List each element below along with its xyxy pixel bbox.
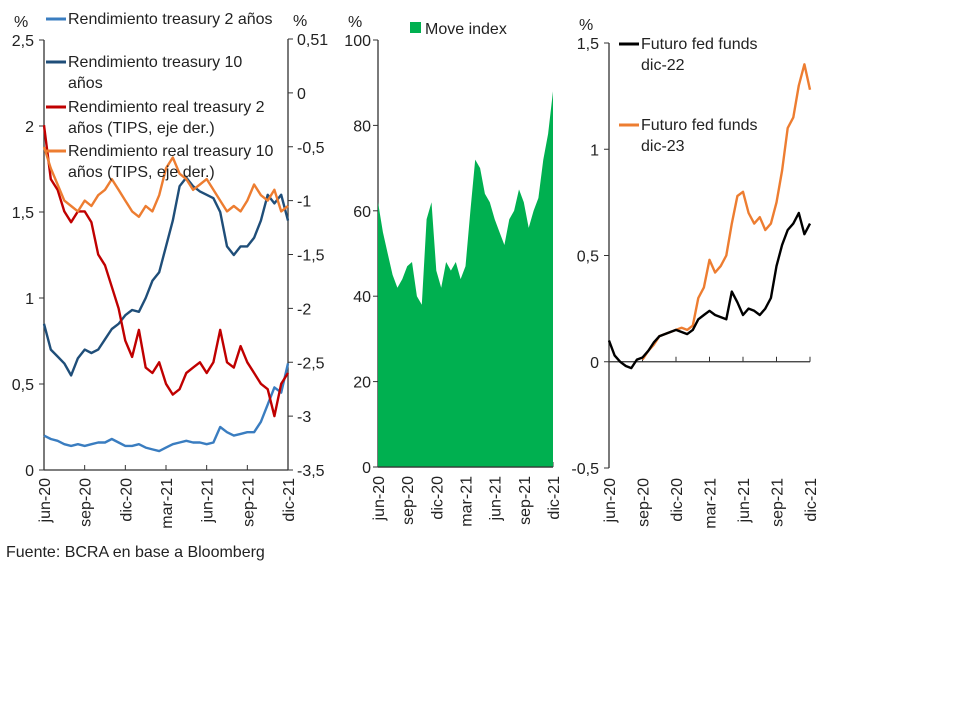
legend-swatch (410, 22, 421, 33)
x-tick-label: mar-21 (459, 476, 476, 527)
x-tick-label: dic-21 (546, 476, 563, 520)
legend-label: Rendimiento real treasury 2 años (TIPS, e… (68, 99, 265, 137)
x-tick-label: mar-21 (703, 478, 720, 529)
y-unit-label-left: % (348, 14, 362, 31)
x-tick-label: dic-20 (118, 478, 135, 522)
x-tick-label: sep-21 (240, 478, 257, 527)
y-tick-label: 2,5 (12, 33, 34, 50)
x-tick-label: sep-21 (770, 478, 787, 527)
y-tick-label: -1 (297, 194, 311, 211)
x-tick-label: sep-20 (636, 478, 653, 527)
y-tick-label: 60 (353, 204, 371, 221)
chart-move-index: jun-20 sep-20 dic-20 mar-21 jun-21 sep-21 dic-… (344, 14, 563, 527)
y-tick-label: 2 (25, 119, 34, 136)
series-line-real-treasury-10y (42, 146, 289, 218)
legend-label: Rendimiento treasury 10 años (68, 54, 242, 92)
x-tick-label: jun-20 (371, 476, 388, 522)
x-tick-label: dic-20 (429, 476, 446, 520)
y-tick-label: 0 (362, 460, 371, 477)
y-tick-label: -1,5 (297, 248, 325, 265)
x-tick-label: dic-21 (803, 478, 820, 522)
series-area-move-index (378, 91, 553, 467)
x-tick-label: jun-21 (736, 478, 753, 524)
y-unit-label-left: % (579, 17, 593, 34)
source-note: Fuente: BCRA en base a Bloomberg (6, 544, 265, 561)
series-line-treasury-2y (43, 363, 290, 453)
x-tick-label: jun-21 (488, 476, 505, 522)
y-tick-label: 1,5 (12, 205, 34, 222)
x-tick-label: dic-21 (281, 478, 298, 522)
series-line-fed-funds-dic-22 (607, 211, 812, 370)
y-tick-label: 0,51 (297, 32, 328, 49)
y-tick-label: -2 (297, 301, 311, 318)
y-tick-label: 1,5 (577, 36, 599, 53)
legend-label: Move index (425, 21, 507, 38)
x-tick-label: jun-20 (37, 478, 54, 524)
x-tick-label: dic-20 (669, 478, 686, 522)
y-unit-label-left: % (14, 14, 28, 31)
series-line-treasury-10y (42, 176, 290, 377)
legend: Futuro fed funds dic-22 Futuro fed funds di… (619, 36, 758, 155)
y-tick-label: 80 (353, 118, 371, 135)
y-tick-label: -2,5 (297, 355, 325, 372)
y-tick-label: 0 (25, 463, 34, 480)
y-tick-label: 0,5 (577, 249, 599, 266)
y-tick-label: 0 (590, 355, 599, 372)
y-tick-label: -3 (297, 409, 311, 426)
y-tick-label: -3,5 (297, 463, 325, 480)
legend-label: Futuro fed funds dic-22 (641, 36, 758, 74)
x-tick-label: mar-21 (159, 478, 176, 529)
y-tick-label: 1 (25, 291, 34, 308)
x-tick-label: sep-21 (517, 476, 534, 525)
y-unit-label-right: % (293, 13, 307, 30)
y-tick-label: -0,5 (571, 461, 599, 478)
x-tick-label: jun-21 (200, 478, 217, 524)
chart-fed-funds-futures: -0,5 0 0,5 1 1,5% jun-20 sep-20 dic-20 mar-21 jun… (571, 17, 820, 529)
y-tick-label: 20 (353, 375, 371, 392)
y-tick-label: 0 (297, 86, 306, 103)
series-line-real-treasury-2y (42, 125, 290, 418)
y-tick-label: 1 (590, 142, 599, 159)
x-tick-label: sep-20 (78, 478, 95, 527)
legend-label: Rendimiento real treasury 10 años (TIPS, … (68, 143, 274, 181)
chart-treasury-yields: jun-20 sep-20 dic-20 mar-21 jun-21 sep-21 dic-… (12, 11, 328, 529)
y-tick-label: 40 (353, 289, 371, 306)
x-tick-label: jun-20 (602, 478, 619, 524)
y-tick-label: 0,5 (12, 377, 34, 394)
y-tick-label: -0,5 (297, 140, 325, 157)
legend-label: Rendimiento treasury 2 años (68, 11, 273, 28)
y-tick-label: 100 (344, 33, 371, 50)
x-tick-label: sep-20 (400, 476, 417, 525)
legend-label: Futuro fed funds dic-23 (641, 117, 758, 155)
legend: Rendimiento treasury 2 años Rendimiento t… (46, 11, 274, 181)
